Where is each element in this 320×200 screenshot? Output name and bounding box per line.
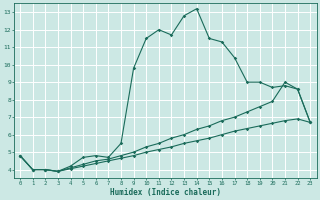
X-axis label: Humidex (Indice chaleur): Humidex (Indice chaleur) bbox=[110, 188, 220, 197]
